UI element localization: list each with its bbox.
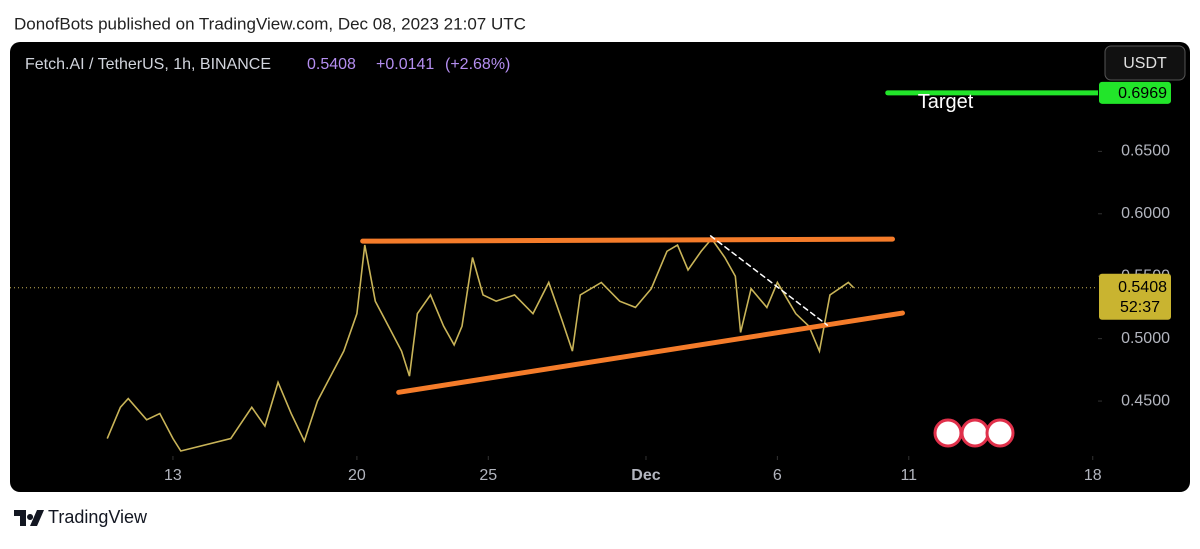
y-tick-label: 0.6500 (1121, 143, 1170, 160)
countdown: 52:37 (1120, 299, 1160, 316)
trendline-line (396, 310, 905, 395)
brand: TradingView (48, 507, 148, 527)
last-price-box (1099, 273, 1171, 320)
change-pct: (+2.68%) (445, 56, 510, 73)
currency[interactable]: USDT (1123, 55, 1167, 72)
y-tick-label: 0.4500 (1121, 392, 1170, 409)
x-tick-label: 18 (1084, 467, 1102, 484)
x-tick-label: 11 (900, 467, 917, 484)
plot-area (10, 90, 1098, 452)
x-tick-label: 13 (164, 467, 182, 484)
target-price-box (1099, 81, 1171, 104)
price-line (106, 237, 855, 452)
symbol: Fetch.AI / TetherUS, 1h, BINANCE (25, 56, 271, 73)
target-label: Target (918, 91, 974, 113)
x-tick-label: Dec (631, 467, 660, 484)
last-price-axis: 0.5408 (1118, 279, 1167, 296)
event-icon[interactable] (960, 418, 990, 448)
logo-icon (14, 510, 44, 526)
publish-header: DonofBots published on TradingView.com, … (14, 14, 526, 33)
y-tick-label: 0.5000 (1121, 330, 1170, 347)
event-icons (933, 418, 1015, 448)
last-price: 0.5408 (307, 56, 356, 73)
x-tick-label: 6 (773, 467, 782, 484)
change: +0.0141 (376, 56, 434, 73)
currency-button[interactable] (1104, 45, 1186, 81)
footer-logo: TradingView (14, 507, 148, 527)
dashed-line (709, 235, 829, 326)
chart-panel (10, 42, 1190, 492)
y-tick-label: 0.6000 (1121, 205, 1170, 222)
x-tick-label: 20 (348, 467, 366, 484)
trendline-line (360, 236, 895, 244)
event-icon[interactable] (933, 418, 963, 448)
x-tick-label: 25 (479, 467, 497, 484)
target-price: 0.6969 (1118, 85, 1167, 102)
event-icon[interactable] (985, 418, 1015, 448)
